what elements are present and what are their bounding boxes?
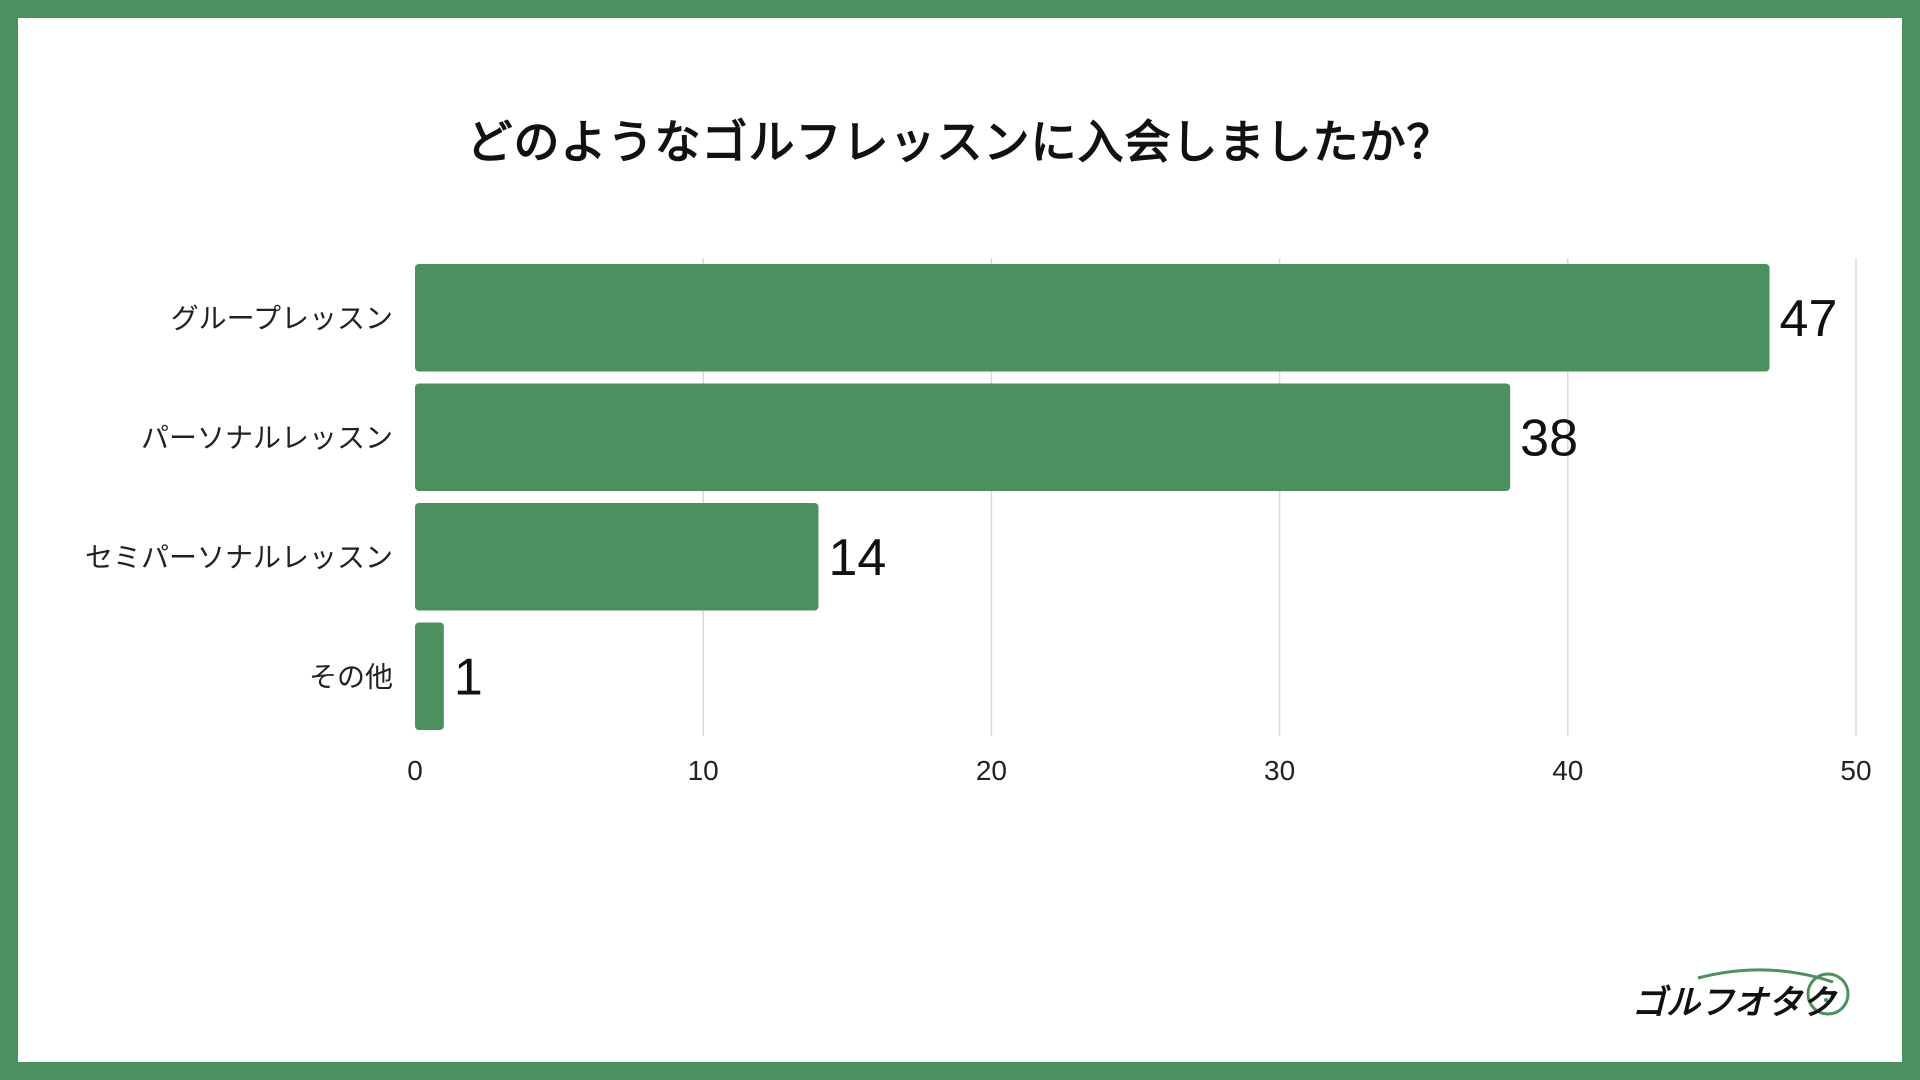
- category-label: その他: [309, 660, 393, 693]
- x-tick-label: 20: [976, 755, 1007, 786]
- value-label: 14: [828, 529, 886, 587]
- bar: [415, 263, 1770, 372]
- labels: 0 10 20 30 40 50 グループレッスン 47 パーソナルレッスン 38 セミパーソナルレ…: [85, 290, 1872, 786]
- category-label: パーソナルレッスン: [141, 421, 393, 454]
- x-tick-label: 40: [1552, 755, 1583, 786]
- value-label: 47: [1780, 290, 1838, 348]
- x-tick-label: 30: [1264, 755, 1295, 786]
- svg-text:ゴルフオタク: ゴルフオタク: [1632, 983, 1838, 1023]
- value-label: 1: [454, 648, 483, 706]
- bars: [415, 263, 1770, 731]
- category-label: グループレッスン: [171, 302, 393, 335]
- golf-otaku-logo: ゴルフオタク: [1632, 968, 1850, 1023]
- x-tick-label: 0: [407, 755, 423, 786]
- x-tick-label: 50: [1840, 755, 1871, 786]
- value-label: 38: [1520, 409, 1578, 467]
- bar-chart: 0 10 20 30 40 50 グループレッスン 47 パーソナルレッスン 38 セミパーソナルレ…: [85, 258, 1872, 786]
- bar: [415, 383, 1511, 492]
- bar: [415, 622, 444, 731]
- chart-title: どのようなゴルフレッスンに入会しましたか？: [466, 115, 1454, 169]
- chart-card: どのようなゴルフレッスンに入会しましたか？ 0 10 20 30 40 50 グループレッス…: [18, 18, 1902, 1062]
- bar: [415, 502, 819, 611]
- x-tick-label: 10: [688, 755, 719, 786]
- category-label: セミパーソナルレッスン: [85, 541, 393, 574]
